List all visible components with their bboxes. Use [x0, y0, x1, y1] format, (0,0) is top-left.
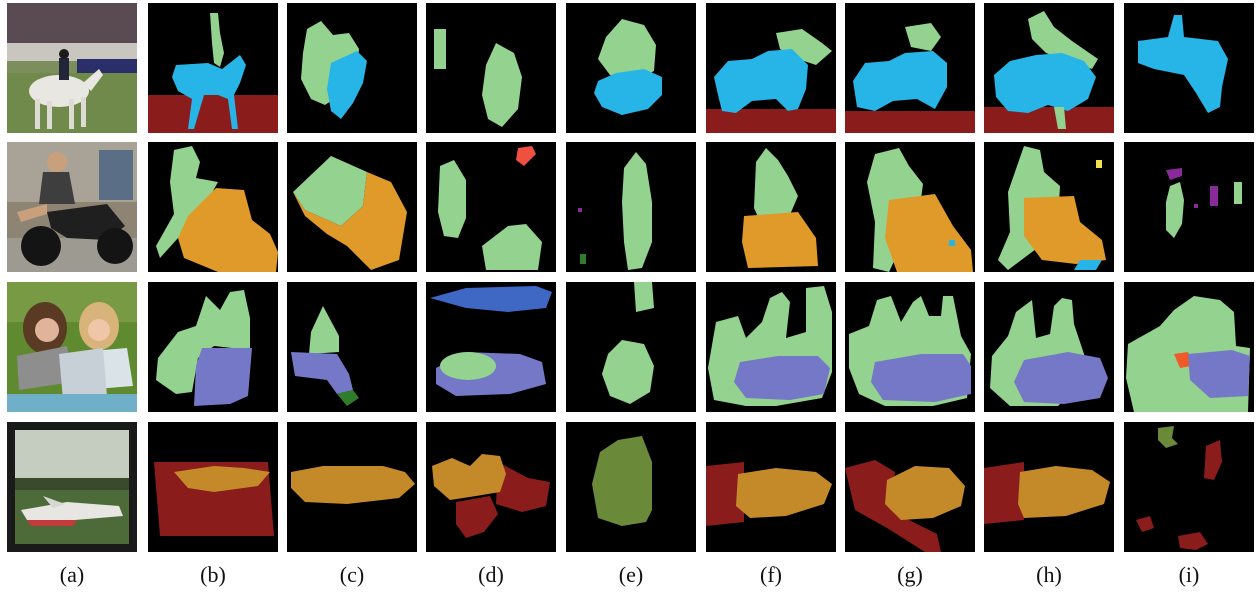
seg-horse-f	[706, 3, 836, 133]
seg-horse-b	[148, 3, 278, 133]
seg-moto-b	[148, 142, 278, 272]
seg-horse-e	[566, 3, 696, 133]
seg-plane-c	[287, 422, 417, 552]
seg-horse-c	[287, 3, 417, 133]
seg-laptop-e	[566, 282, 696, 412]
seg-moto-c	[287, 142, 417, 272]
seg-laptop-c	[287, 282, 417, 412]
seg-horse-h	[984, 3, 1114, 133]
horse-rider-photo	[7, 3, 137, 133]
column-label: (a)	[59, 562, 85, 587]
seg-plane-g	[845, 422, 975, 552]
seg-plane-b	[148, 422, 278, 552]
seg-moto-g	[845, 142, 975, 272]
girls-laptop-photo	[7, 282, 137, 412]
column-label: (b)	[200, 562, 226, 587]
seg-plane-e	[566, 422, 696, 552]
seg-plane-d	[426, 422, 556, 552]
seg-horse-d	[426, 3, 556, 133]
seg-plane-h	[984, 422, 1114, 552]
column-label: (g)	[897, 562, 923, 587]
seg-moto-h	[984, 142, 1114, 272]
seg-moto-e	[566, 142, 696, 272]
seg-moto-d	[426, 142, 556, 272]
column-label: (d)	[478, 562, 504, 587]
seg-laptop-i	[1124, 282, 1254, 412]
seg-laptop-f	[706, 282, 836, 412]
seg-moto-f	[706, 142, 836, 272]
seg-laptop-b	[148, 282, 278, 412]
motorbike-rider-photo	[7, 142, 137, 272]
column-label: (i)	[1178, 562, 1200, 587]
column-label: (c)	[339, 562, 365, 587]
airplane-field-photo	[7, 422, 137, 552]
seg-horse-g	[845, 3, 975, 133]
seg-laptop-h	[984, 282, 1114, 412]
seg-plane-i	[1124, 422, 1254, 552]
seg-laptop-d	[426, 282, 556, 412]
seg-laptop-g	[845, 282, 975, 412]
column-label: (e)	[618, 562, 644, 587]
seg-plane-f	[706, 422, 836, 552]
seg-horse-i	[1124, 3, 1254, 133]
column-label: (f)	[760, 562, 782, 587]
column-label: (h)	[1036, 562, 1062, 587]
seg-moto-i	[1124, 142, 1254, 272]
